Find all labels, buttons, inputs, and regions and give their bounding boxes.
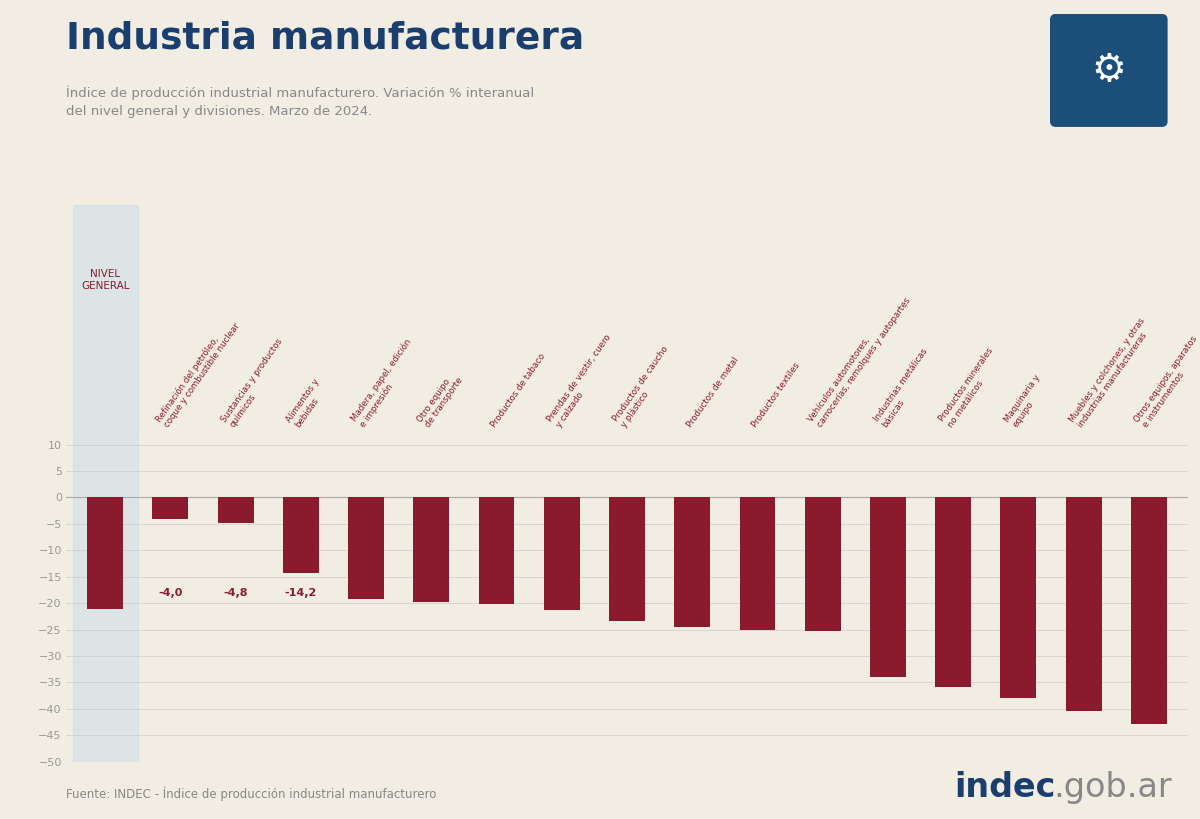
Bar bbox=[72, 434, 138, 762]
Text: -24,6: -24,6 bbox=[676, 588, 708, 598]
Bar bbox=[610, 497, 644, 621]
Bar bbox=[283, 497, 319, 572]
Bar bbox=[72, 205, 138, 434]
Text: Madera, papel, edición
e impresión: Madera, papel, edición e impresión bbox=[349, 337, 422, 429]
Text: Refinación del petróleo,
coque y combustible nuclear: Refinación del petróleo, coque y combust… bbox=[154, 316, 242, 429]
Text: Productos de metal: Productos de metal bbox=[685, 356, 740, 429]
Text: Alimentos y
bebidas: Alimentos y bebidas bbox=[284, 377, 330, 429]
Text: -34,0: -34,0 bbox=[872, 588, 904, 598]
Text: -40,4: -40,4 bbox=[1068, 588, 1099, 598]
Bar bbox=[217, 497, 253, 523]
Bar bbox=[413, 497, 449, 602]
Bar bbox=[1130, 497, 1166, 724]
Bar bbox=[1066, 497, 1102, 711]
Bar bbox=[739, 497, 775, 630]
Text: Prendas de vestir, cuero
y calzado: Prendas de vestir, cuero y calzado bbox=[546, 333, 622, 429]
Bar bbox=[1001, 497, 1037, 698]
Text: Fuente: INDEC - Índice de producción industrial manufacturero: Fuente: INDEC - Índice de producción ind… bbox=[66, 786, 437, 801]
Bar bbox=[88, 497, 124, 609]
Text: -21,3: -21,3 bbox=[546, 588, 577, 598]
Bar bbox=[152, 497, 188, 518]
Text: -37,9: -37,9 bbox=[1002, 588, 1034, 598]
Text: Índice de producción industrial manufacturero. Variación % interanual
del nivel : Índice de producción industrial manufact… bbox=[66, 86, 534, 119]
Text: -4,8: -4,8 bbox=[223, 588, 248, 598]
Text: Industrias metálicas
básicas: Industrias metálicas básicas bbox=[872, 347, 937, 429]
Text: Productos minerales
no metálicos: Productos minerales no metálicos bbox=[937, 346, 1003, 429]
Text: -42,8: -42,8 bbox=[1133, 588, 1165, 598]
Bar bbox=[479, 497, 515, 604]
Text: ⚙: ⚙ bbox=[1091, 52, 1127, 89]
Bar bbox=[544, 497, 580, 610]
Text: Otros equipos, aparatos
e instrumentos: Otros equipos, aparatos e instrumentos bbox=[1133, 334, 1200, 429]
Bar bbox=[348, 497, 384, 600]
Text: Industria manufacturera: Industria manufacturera bbox=[66, 20, 584, 57]
Text: NIVEL
GENERAL: NIVEL GENERAL bbox=[80, 269, 130, 291]
Text: -19,8: -19,8 bbox=[415, 588, 448, 598]
Text: -4,0: -4,0 bbox=[158, 588, 182, 598]
Text: Sustancias y productos
químicos: Sustancias y productos químicos bbox=[220, 337, 293, 429]
Text: -25,2: -25,2 bbox=[806, 588, 839, 598]
Text: -21,2: -21,2 bbox=[89, 588, 121, 598]
Text: -20,2: -20,2 bbox=[480, 588, 512, 598]
Text: Otro equipo
de transporte: Otro equipo de transporte bbox=[415, 370, 464, 429]
Text: Muebles y colchones, y otras
industrias manufactureras: Muebles y colchones, y otras industrias … bbox=[1068, 316, 1156, 429]
Text: -14,2: -14,2 bbox=[284, 588, 317, 598]
Text: Vehículos automotores,
carrocerías, remolques y autopartes: Vehículos automotores, carrocerías, remo… bbox=[806, 291, 912, 429]
Bar bbox=[674, 497, 710, 627]
Text: Productos textiles: Productos textiles bbox=[750, 361, 802, 429]
Text: indec: indec bbox=[954, 771, 1055, 804]
Bar bbox=[935, 497, 971, 686]
Bar bbox=[805, 497, 841, 631]
Text: Maquinaria y
equipo: Maquinaria y equipo bbox=[1002, 373, 1050, 429]
Text: -23,3: -23,3 bbox=[611, 588, 643, 598]
Text: -25,1: -25,1 bbox=[742, 588, 774, 598]
Text: -19,3: -19,3 bbox=[350, 588, 382, 598]
Text: -35,8: -35,8 bbox=[937, 588, 970, 598]
Text: .gob.ar: .gob.ar bbox=[1054, 771, 1172, 804]
Text: Productos de tabaco: Productos de tabaco bbox=[490, 352, 547, 429]
FancyBboxPatch shape bbox=[1050, 14, 1168, 127]
Text: Productos de caucho
y plástico: Productos de caucho y plástico bbox=[611, 345, 678, 429]
Bar bbox=[870, 497, 906, 677]
